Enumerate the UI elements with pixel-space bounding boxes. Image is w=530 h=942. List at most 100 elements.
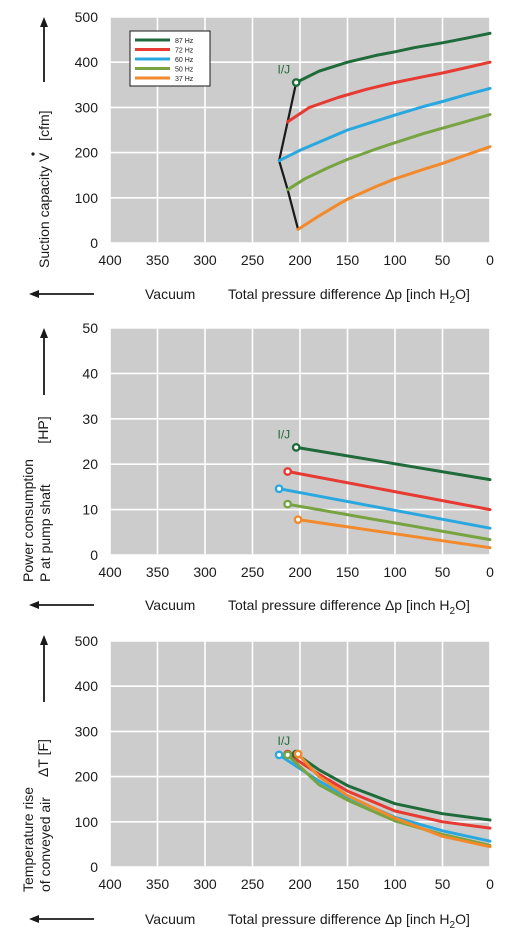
point-label: I/J [278,734,291,748]
x-tick-label: 100 [383,876,407,892]
point-label: I/J [278,63,291,77]
legend-label: 60 Hz [175,57,194,64]
series-line-60hz [277,487,492,530]
y-tick-label: 20 [82,456,98,472]
x-tick-label: 350 [146,252,170,268]
y-axis-title: Suction capacity V[cfm] [36,110,52,268]
point-marker [293,515,303,524]
power-consumption-chart: 0 10 20 30 40 50 400 350 300 250 200 150 100 50 0 I/J Va… [20,320,494,617]
legend-label: 37 Hz [175,76,194,83]
x-tick-label: 350 [146,564,170,580]
x-tick-label: 300 [193,564,217,580]
y-tick-label: 0 [90,859,98,875]
y-axis-title-line2: P at pump shaft [37,484,53,582]
x-tick-label: 400 [98,252,122,268]
x-tick-label: 200 [288,876,312,892]
x-tick-label: 250 [241,876,265,892]
series-line-72hz [286,60,492,124]
x-tick-label: 200 [288,252,312,268]
series-line-60hz [277,86,492,163]
x-tick-label: 150 [336,252,360,268]
series-line-37hz [296,518,492,550]
y-tick-label: 30 [82,411,98,427]
legend-label: 87 Hz [175,38,194,45]
y-tick-label: 500 [75,9,99,25]
y-tick-label: 300 [75,723,99,739]
x-axis-title: Total pressure difference Δp [inch H2O] [228,911,470,931]
y-axis-unit: [HP] [35,416,51,443]
x-tick-label: 150 [336,876,360,892]
x-axis-title: Total pressure difference Δp [inch H2O] [228,286,470,306]
x-tick-label: 350 [146,876,170,892]
y-axis-label: ΔT [F] Temperature rise of conveyed air [20,635,53,892]
x-axis-title: Total pressure difference Δp [inch H2O] [228,597,470,617]
x-tick-label: 0 [486,564,494,580]
x-tick-label: 300 [193,876,217,892]
series-line-87hz [294,445,492,482]
point-marker [283,750,293,760]
y-tick-label: 200 [75,145,99,161]
series-line-50hz [286,113,492,192]
y-tick-label: 400 [75,54,99,70]
series-line-50hz [286,753,492,847]
vacuum-label: Vacuum [145,911,195,927]
point-marker [291,443,301,452]
y-tick-label: 50 [82,320,98,336]
x-tick-label: 50 [435,564,451,580]
y-axis-label: Suction capacity V[cfm] [31,17,52,268]
y-tick-label: 10 [82,502,98,518]
x-tick-label: 250 [241,564,265,580]
vacuum-label: Vacuum [145,597,195,613]
point-label: I/J [278,427,291,441]
y-tick-label: 40 [82,365,98,381]
v-dot [31,152,35,156]
y-axis-title-line1: Power consumption [20,459,36,582]
y-tick-label: 300 [75,99,99,115]
y-tick-label: 200 [75,769,99,785]
y-tick-label: 0 [90,547,98,563]
x-tick-label: 300 [193,252,217,268]
x-tick-label: 0 [486,252,494,268]
y-axis-title-line1: Temperature rise [20,787,36,892]
x-tick-label: 250 [241,252,265,268]
point-marker [274,750,284,760]
y-axis-title-line2: of conveyed air [37,797,53,892]
point-marker [274,484,284,494]
y-tick-label: 100 [75,190,99,206]
series-line-72hz [286,470,492,512]
series-line-87hz [294,31,492,84]
y-axis-label: [HP] Power consumption P at pump shaft [20,328,53,582]
x-tick-label: 50 [435,252,451,268]
x-tick-label: 150 [336,564,360,580]
x-tick-label: 400 [98,564,122,580]
x-tick-label: 100 [383,564,407,580]
point-marker [291,78,301,87]
point-marker [293,749,303,759]
power-plot-area: 0 10 20 30 40 50 400 350 300 250 200 150 100 50 0 I/J Va… [20,320,494,617]
x-tick-label: 400 [98,876,122,892]
x-tick-label: 200 [288,564,312,580]
y-axis-symbol: ΔT [F] [35,739,51,777]
series-line-37hz [296,752,492,849]
y-tick-label: 400 [75,678,99,694]
series-line-37hz [296,145,492,231]
y-tick-label: 500 [75,633,99,649]
chart-legend: 87 Hz 72 Hz 60 Hz 50 Hz 37 Hz [129,30,211,87]
legend-label: 72 Hz [175,48,194,55]
x-tick-label: 0 [486,876,494,892]
y-tick-label: 0 [90,235,98,251]
vacuum-label: Vacuum [145,286,195,302]
y-tick-label: 100 [75,814,99,830]
x-tick-label: 50 [435,876,451,892]
series-line-87hz [294,752,492,822]
series-line-50hz [286,502,492,542]
x-tick-label: 100 [383,252,407,268]
point-marker [283,467,293,476]
legend-label: 50 Hz [175,67,194,74]
